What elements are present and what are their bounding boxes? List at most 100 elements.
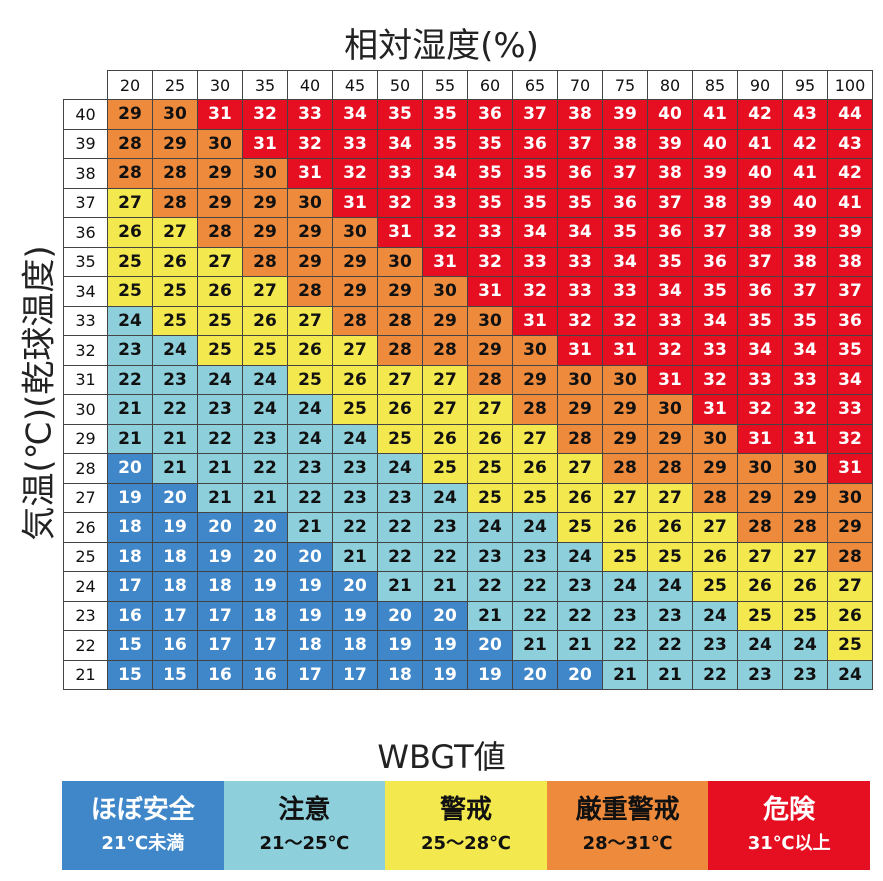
wbgt-cell: 24	[242, 364, 288, 395]
wbgt-cell: 23	[557, 571, 603, 602]
wbgt-cell: 15	[107, 659, 153, 690]
humidity-tick-label: 45	[332, 70, 378, 100]
wbgt-cell: 23	[242, 423, 288, 454]
wbgt-cell: 26	[242, 305, 288, 336]
wbgt-cell: 27	[602, 482, 648, 513]
wbgt-cell: 30	[287, 187, 333, 218]
wbgt-cell: 28	[377, 305, 423, 336]
table-row: 25 18 18 19 20 20 21 22 22 23 23 24 25 25 26 27 27 28	[63, 541, 873, 572]
wbgt-cell: 27	[242, 276, 288, 307]
table-row: 22 15 16 17 17 18 18 19 19 20 21 21 22 22 23 24 24 25	[63, 630, 873, 661]
table-row: 29 21 21 22 23 24 24 25 26 26 27 28 29 29 30 31 31 32	[63, 423, 873, 454]
wbgt-cell: 23	[377, 482, 423, 513]
wbgt-cell: 20	[287, 541, 333, 572]
wbgt-cell: 35	[782, 305, 828, 336]
wbgt-cell: 24	[782, 630, 828, 661]
wbgt-cell: 35	[512, 158, 558, 189]
wbgt-cell: 38	[737, 217, 783, 248]
wbgt-cell: 19	[197, 541, 243, 572]
legend-item: 警戒 25～28℃	[385, 781, 547, 870]
wbgt-cell: 18	[287, 630, 333, 661]
wbgt-cell: 22	[602, 630, 648, 661]
wbgt-cell: 17	[197, 630, 243, 661]
wbgt-cell: 35	[512, 187, 558, 218]
wbgt-cell: 27	[422, 394, 468, 425]
wbgt-cell: 19	[422, 659, 468, 690]
temperature-tick-label: 21	[63, 659, 108, 690]
wbgt-cell: 28	[422, 335, 468, 366]
wbgt-cell: 20	[422, 600, 468, 631]
wbgt-cell: 23	[422, 512, 468, 543]
wbgt-cell: 26	[422, 423, 468, 454]
wbgt-cell: 29	[287, 217, 333, 248]
wbgt-cell: 28	[107, 128, 153, 159]
wbgt-cell: 23	[152, 364, 198, 395]
wbgt-cell: 27	[737, 541, 783, 572]
wbgt-cell: 36	[827, 305, 873, 336]
wbgt-cell: 16	[242, 659, 288, 690]
wbgt-cell: 31	[242, 128, 288, 159]
wbgt-cell: 29	[782, 482, 828, 513]
wbgt-cell: 24	[107, 305, 153, 336]
wbgt-cell: 40	[692, 128, 738, 159]
wbgt-cell: 20	[242, 512, 288, 543]
wbgt-cell: 32	[782, 394, 828, 425]
temperature-tick-label: 40	[63, 99, 108, 130]
humidity-tick-label: 90	[737, 70, 783, 100]
wbgt-cell: 21	[467, 600, 513, 631]
wbgt-cell: 42	[782, 128, 828, 159]
wbgt-cell: 36	[647, 217, 693, 248]
wbgt-cell: 40	[647, 99, 693, 130]
wbgt-cell: 26	[467, 423, 513, 454]
wbgt-cell: 23	[287, 453, 333, 484]
wbgt-cell: 30	[467, 305, 513, 336]
temperature-tick-label: 26	[63, 512, 108, 543]
wbgt-cell: 29	[332, 246, 378, 277]
table-row: 32 23 24 25 25 26 27 28 28 29 30 31 31 32 33 34 34 35	[63, 335, 873, 366]
wbgt-cell: 35	[422, 128, 468, 159]
table-row: 27 19 20 21 21 22 23 23 24 25 25 26 27 27 28 29 29 30	[63, 482, 873, 513]
wbgt-cell: 26	[692, 541, 738, 572]
table-row: 21 15 15 16 16 17 17 18 19 19 20 20 21 21 22 23 23 24	[63, 659, 873, 690]
wbgt-cell: 26	[737, 571, 783, 602]
wbgt-cell: 39	[737, 187, 783, 218]
legend-label: ほぼ安全	[90, 794, 195, 825]
wbgt-cell: 25	[647, 541, 693, 572]
wbgt-cell: 21	[647, 659, 693, 690]
wbgt-cell: 25	[332, 394, 378, 425]
wbgt-cell: 31	[692, 394, 738, 425]
wbgt-cell: 22	[512, 600, 558, 631]
wbgt-cell: 24	[512, 512, 558, 543]
humidity-tick-label: 50	[377, 70, 423, 100]
wbgt-cell: 26	[512, 453, 558, 484]
wbgt-cell: 30	[332, 217, 378, 248]
wbgt-cell: 23	[107, 335, 153, 366]
legend: ほぼ安全 21℃未満 注意 21～25℃ 警戒 25～28℃ 厳重警戒 28～31℃ 危険 31℃…	[62, 781, 870, 870]
wbgt-cell: 34	[332, 99, 378, 130]
temperature-tick-label: 24	[63, 571, 108, 602]
wbgt-cell: 38	[557, 99, 603, 130]
wbgt-cell: 27	[107, 187, 153, 218]
wbgt-cell: 25	[242, 335, 288, 366]
humidity-tick-label: 35	[242, 70, 288, 100]
wbgt-cell: 33	[602, 276, 648, 307]
wbgt-cell: 23	[467, 541, 513, 572]
wbgt-cell: 37	[827, 276, 873, 307]
wbgt-cell: 28	[647, 453, 693, 484]
wbgt-cell: 28	[782, 512, 828, 543]
humidity-tick-label: 85	[692, 70, 738, 100]
humidity-tick-label: 70	[557, 70, 603, 100]
temperature-tick-label: 29	[63, 423, 108, 454]
wbgt-cell: 30	[692, 423, 738, 454]
wbgt-cell: 29	[287, 246, 333, 277]
wbgt-cell: 34	[692, 305, 738, 336]
wbgt-cell: 21	[152, 453, 198, 484]
wbgt-cell: 32	[287, 128, 333, 159]
wbgt-cell: 31	[467, 276, 513, 307]
temperature-tick-label: 34	[63, 276, 108, 307]
wbgt-cell: 31	[602, 335, 648, 366]
wbgt-cell: 21	[377, 571, 423, 602]
wbgt-cell: 34	[827, 364, 873, 395]
wbgt-cell: 22	[377, 512, 423, 543]
wbgt-cell: 21	[197, 482, 243, 513]
